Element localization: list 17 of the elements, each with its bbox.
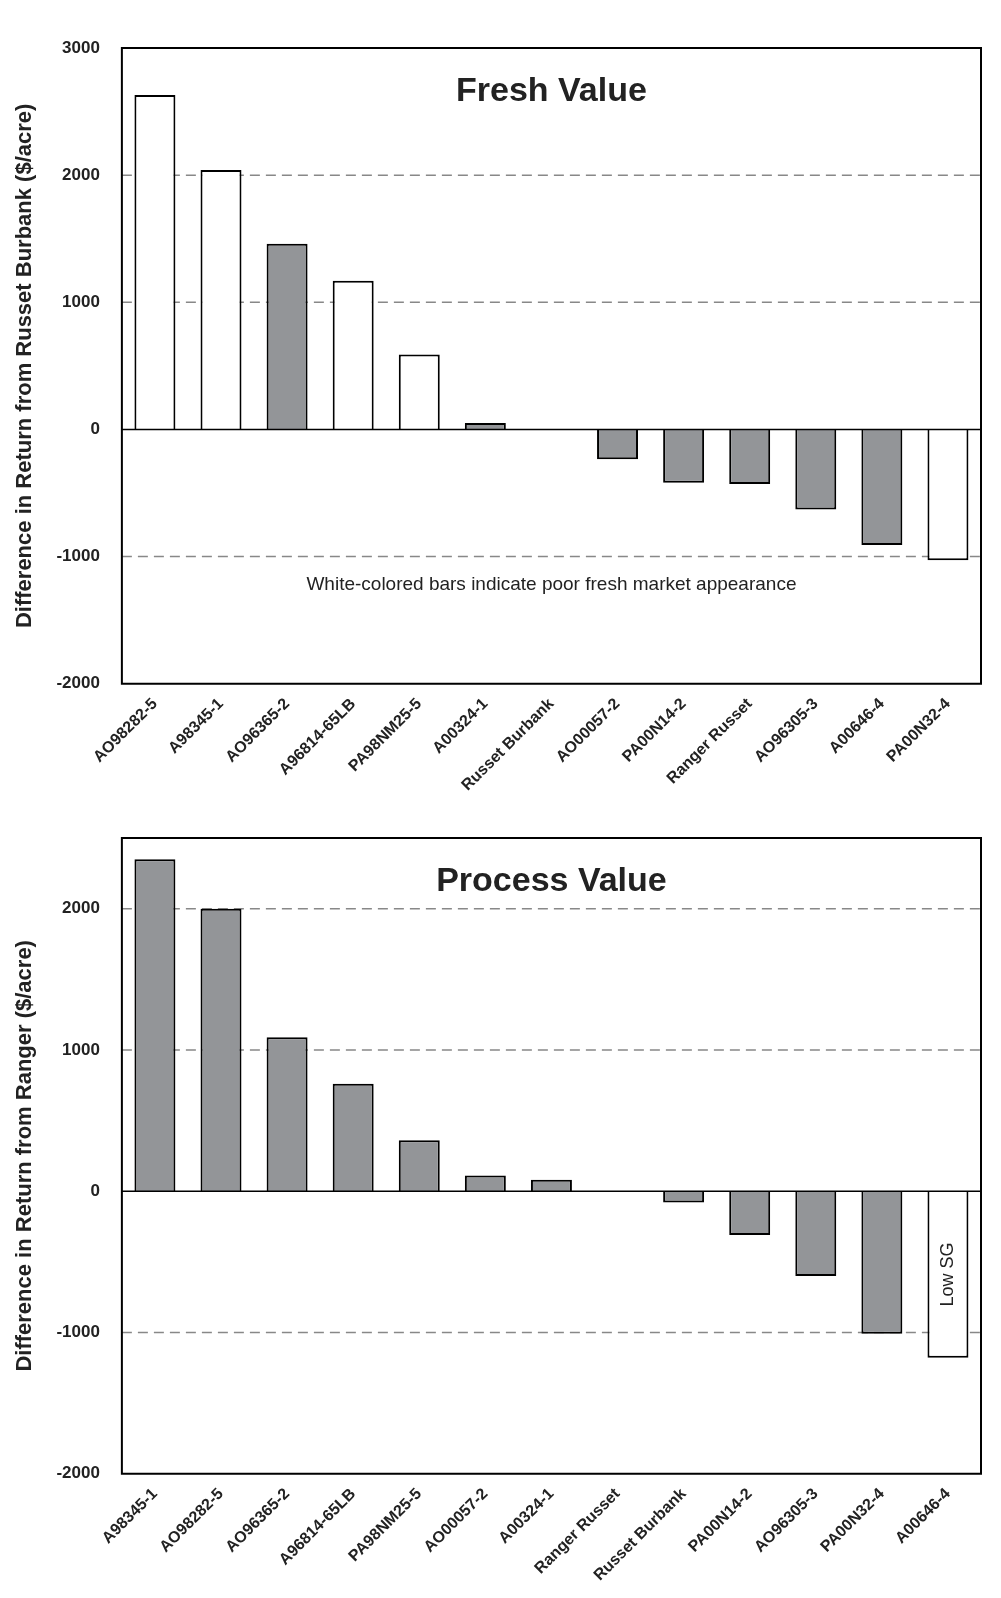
y-tick-label: 2000 [62,898,100,918]
text: Process Value [436,860,667,899]
text: Fresh Value [456,70,647,109]
y-tick-label: -1000 [56,546,100,566]
y-tick-label: -2000 [56,1463,100,1483]
y-tick-label: 0 [90,1180,100,1200]
y-tick-label: -1000 [56,1322,100,1342]
y-tick-label: 3000 [62,37,100,57]
annotation: White-colored bars indicate poor fresh market appearance [306,573,797,595]
y-tick-label: 2000 [62,164,100,184]
y-tick-label: 0 [90,419,100,439]
y-tick-label: -2000 [56,673,100,693]
annotation: Low SG [936,1242,957,1307]
y-tick-label: 1000 [62,1039,100,1059]
y-axis-title: Difference in Return from Ranger ($/acre) [11,940,37,1372]
y-tick-label: 1000 [62,291,100,311]
y-axis-title: Difference in Return from Russet Burbank ($/acre) [11,103,37,629]
